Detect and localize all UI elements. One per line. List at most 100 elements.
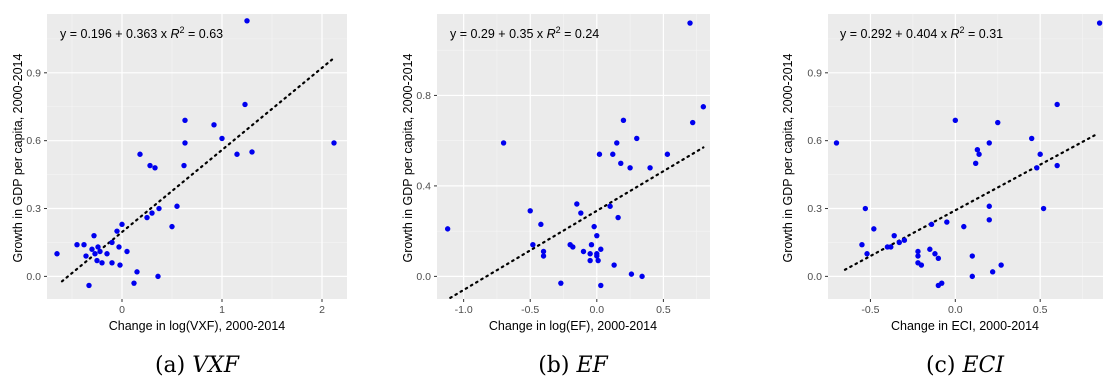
y-tick-label: 0.9 bbox=[807, 67, 822, 79]
regression-line bbox=[60, 58, 334, 283]
fit-line bbox=[449, 146, 705, 299]
data-point bbox=[234, 151, 240, 157]
y-tick-label: 0.0 bbox=[416, 271, 431, 283]
data-point bbox=[570, 244, 576, 250]
panel-caption: (b) EF bbox=[538, 353, 608, 378]
data-point bbox=[928, 221, 935, 228]
data-point bbox=[915, 253, 921, 259]
data-point bbox=[833, 140, 840, 146]
data-point bbox=[527, 208, 533, 214]
data-point bbox=[114, 228, 120, 234]
x-tick-label: -1.0 bbox=[455, 304, 473, 316]
data-point bbox=[972, 160, 979, 166]
regression-line bbox=[449, 146, 705, 299]
data-point bbox=[918, 262, 925, 268]
data-point bbox=[156, 205, 162, 212]
regression-equation: y = 0.292 + 0.404 x R2 = 0.31 bbox=[840, 25, 1003, 41]
y-tick-label: 0.8 bbox=[416, 90, 431, 102]
chart-panel-b: Growth in GDP per capita, 2000-2014 0.00… bbox=[401, 14, 710, 378]
data-point bbox=[952, 117, 959, 124]
data-point bbox=[615, 214, 621, 221]
data-point bbox=[591, 223, 597, 230]
data-point bbox=[935, 255, 942, 261]
data-point bbox=[891, 232, 897, 239]
data-point bbox=[182, 140, 188, 146]
plot-area bbox=[437, 14, 710, 299]
x-axis-title: Change in log(VXF), 2000-2014 bbox=[109, 319, 286, 333]
data-point bbox=[969, 273, 975, 280]
data-point bbox=[54, 251, 60, 257]
y-tick-label: 0.0 bbox=[807, 271, 822, 283]
data-point bbox=[598, 282, 604, 289]
data-point bbox=[596, 151, 603, 157]
x-tick-label: -0.5 bbox=[861, 304, 879, 316]
data-point bbox=[587, 251, 593, 257]
data-point bbox=[242, 101, 248, 108]
regression-equation: y = 0.29 + 0.35 x R2 = 0.24 bbox=[450, 25, 599, 41]
data-point bbox=[81, 242, 87, 248]
data-point bbox=[1034, 165, 1040, 171]
data-point bbox=[587, 257, 593, 264]
y-tick-labels: 0.0 0.3 0.6 0.9 bbox=[26, 67, 47, 283]
data-point bbox=[155, 273, 161, 280]
data-points bbox=[444, 20, 707, 289]
data-point bbox=[500, 140, 507, 146]
data-point bbox=[116, 244, 122, 250]
data-point bbox=[595, 257, 601, 264]
data-point bbox=[896, 239, 902, 246]
y-tick-label: 0.9 bbox=[26, 67, 41, 79]
data-point bbox=[182, 117, 188, 124]
data-point bbox=[99, 260, 105, 266]
data-point bbox=[97, 248, 103, 255]
data-point bbox=[864, 251, 870, 257]
y-axis-title: Growth in GDP per capita, 2000-2014 bbox=[11, 53, 25, 262]
regression-equation: y = 0.196 + 0.363 x R2 = 0.63 bbox=[60, 25, 223, 41]
data-point bbox=[1096, 20, 1103, 26]
x-tick-label: -0.5 bbox=[521, 304, 539, 316]
data-point bbox=[932, 251, 938, 257]
data-point bbox=[639, 273, 645, 280]
data-point bbox=[647, 165, 653, 171]
x-tick-label: 0.0 bbox=[948, 304, 963, 316]
data-point bbox=[1054, 162, 1060, 169]
y-tick-labels: 0.0 0.4 0.8 bbox=[416, 90, 437, 283]
data-point bbox=[131, 280, 137, 286]
data-point bbox=[119, 221, 125, 228]
y-tick-label: 0.6 bbox=[26, 135, 41, 147]
data-point bbox=[149, 210, 155, 216]
data-point bbox=[859, 242, 865, 248]
data-point bbox=[91, 232, 97, 239]
data-point bbox=[137, 151, 143, 157]
data-point bbox=[1040, 205, 1047, 212]
data-point bbox=[1029, 135, 1035, 142]
data-point bbox=[104, 251, 110, 257]
y-tick-label: 0.4 bbox=[416, 180, 431, 192]
data-point bbox=[915, 248, 921, 255]
y-tick-label: 0.6 bbox=[807, 135, 822, 147]
data-point bbox=[939, 280, 945, 286]
fit-line bbox=[60, 58, 334, 283]
data-point bbox=[888, 244, 894, 250]
data-point bbox=[580, 248, 587, 255]
panel-caption: (a) VXF bbox=[155, 353, 240, 378]
data-point bbox=[989, 269, 996, 275]
x-axis-title: Change in log(EF), 2000-2014 bbox=[489, 319, 657, 333]
data-point bbox=[862, 205, 869, 212]
panel-caption: (c) ECI bbox=[926, 353, 1005, 378]
y-axis-title: Growth in GDP per capita, 2000-2014 bbox=[401, 53, 415, 262]
data-point bbox=[689, 119, 696, 126]
grid-lines bbox=[47, 14, 347, 299]
data-point bbox=[927, 246, 933, 252]
data-point bbox=[986, 203, 992, 209]
data-points bbox=[54, 18, 337, 289]
data-point bbox=[89, 246, 95, 252]
data-point bbox=[117, 262, 123, 268]
data-point bbox=[986, 140, 992, 146]
data-point bbox=[961, 223, 967, 230]
y-tick-label: 0.3 bbox=[26, 203, 41, 215]
data-point bbox=[871, 226, 877, 232]
x-tick-labels: -1.0 -0.5 0.0 0.5 bbox=[455, 299, 671, 316]
data-point bbox=[574, 201, 580, 207]
data-point bbox=[588, 242, 595, 248]
data-point bbox=[94, 257, 100, 264]
